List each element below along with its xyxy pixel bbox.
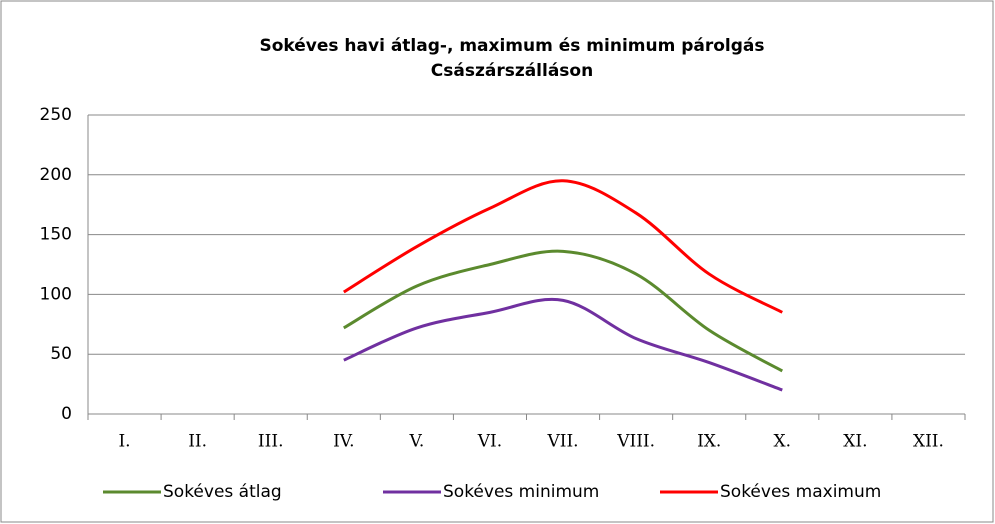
y-tick-label: 250 — [40, 105, 72, 125]
y-tick-label: 200 — [40, 165, 72, 185]
chart-subtitle: Császárszálláson — [431, 61, 593, 81]
y-tick-label: 0 — [61, 404, 72, 424]
x-tick-label: IX. — [697, 432, 721, 452]
y-tick-label: 50 — [50, 344, 72, 364]
x-tick-label: VI. — [477, 432, 502, 452]
x-tick-label: V. — [409, 432, 425, 452]
series-line — [342, 179, 783, 314]
series-line — [343, 297, 783, 392]
y-tick-label: 150 — [40, 225, 72, 245]
series-line — [343, 249, 784, 373]
x-tick-label: XI. — [843, 432, 867, 452]
x-tick-label: I. — [118, 432, 130, 452]
x-tick-label: III. — [258, 432, 284, 452]
x-tick-label: X. — [774, 432, 792, 452]
legend-label: Sokéves átlag — [163, 482, 282, 502]
chart-title: Sokéves havi átlag-, maximum és minimum … — [259, 36, 764, 56]
x-tick-label: VII. — [546, 432, 578, 452]
y-tick-label: 100 — [40, 284, 72, 304]
legend-label: Sokéves maximum — [720, 482, 881, 502]
x-tick-label: VIII. — [616, 432, 655, 452]
x-tick-label: II. — [188, 432, 207, 452]
x-tick-label: IV. — [333, 432, 354, 452]
x-tick-label: XII. — [913, 432, 944, 452]
legend-label: Sokéves minimum — [443, 482, 599, 502]
